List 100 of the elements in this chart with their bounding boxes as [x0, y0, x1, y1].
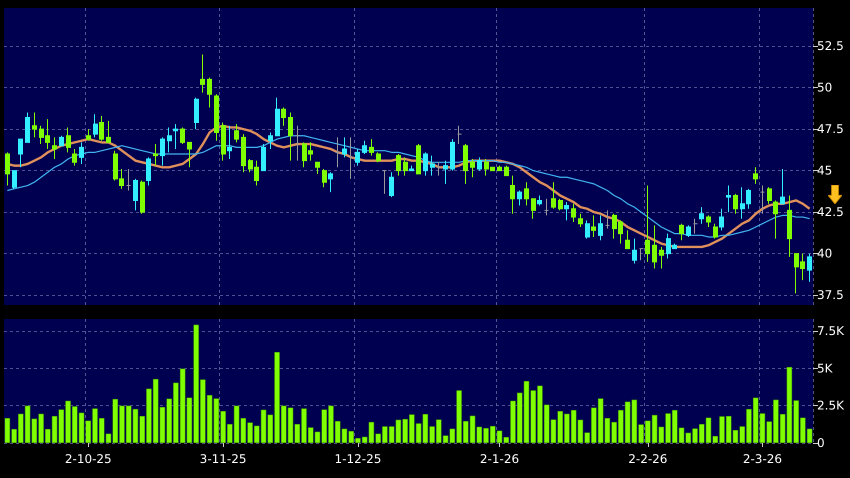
candlestick — [591, 214, 596, 238]
candlestick — [59, 135, 64, 146]
candlestick — [18, 138, 23, 168]
candlestick — [234, 124, 239, 143]
x-tick-label: 3-11-25 — [200, 452, 247, 466]
candlestick — [315, 162, 320, 174]
candlestick — [52, 136, 57, 160]
candlestick — [625, 230, 630, 250]
candlestick — [126, 168, 131, 192]
candlestick — [167, 126, 172, 153]
candlestick — [355, 148, 360, 166]
candlestick — [436, 162, 441, 176]
candlestick — [760, 185, 765, 214]
candlestick — [585, 220, 590, 240]
candlestick — [497, 165, 502, 172]
candlestick — [726, 185, 731, 213]
candlestick — [281, 107, 286, 126]
candlestick — [369, 138, 374, 156]
candlestick — [409, 165, 414, 172]
candlestick — [457, 125, 462, 145]
x-tick-label: 2-3-26 — [742, 452, 782, 466]
candlestick — [463, 144, 468, 184]
candlestick — [268, 132, 273, 150]
candlestick — [376, 152, 381, 163]
candlestick — [504, 165, 509, 176]
candlestick — [275, 97, 280, 136]
candlestick — [477, 156, 482, 172]
candlestick — [12, 170, 17, 190]
candlestick — [335, 136, 340, 168]
candlestick — [173, 124, 178, 150]
candlestick — [214, 94, 219, 142]
candlestick — [558, 198, 563, 211]
candlestick — [79, 142, 84, 164]
candlestick — [780, 168, 785, 204]
candlestick — [396, 154, 401, 176]
candlestick — [194, 97, 199, 130]
candlestick — [25, 112, 30, 143]
candlestick — [450, 138, 455, 172]
candlestick — [106, 120, 111, 143]
candlestick — [564, 202, 569, 221]
candlestick — [403, 156, 408, 176]
candlestick — [551, 182, 556, 210]
candlestick — [288, 112, 293, 162]
candlestick — [342, 136, 347, 158]
candlestick — [146, 156, 151, 186]
candlestick — [328, 172, 333, 193]
candlestick — [133, 178, 138, 211]
y-tick-label: 47.5 — [817, 122, 844, 136]
candlestick — [517, 190, 522, 206]
candlestick — [423, 152, 428, 176]
candlestick — [679, 223, 684, 241]
y-tick-label: 7.5K — [817, 324, 846, 338]
y-tick-label: 40 — [817, 246, 832, 261]
candlestick — [86, 128, 91, 142]
candlestick — [221, 122, 226, 162]
candlestick — [261, 144, 266, 172]
candlestick — [753, 166, 758, 184]
candlestick — [349, 136, 354, 180]
candlestick — [686, 224, 691, 238]
candlestick — [706, 214, 711, 228]
y-tick-label: 45 — [817, 164, 832, 178]
candlestick — [605, 210, 610, 230]
x-tick-label: 2-1-26 — [480, 452, 520, 466]
candlestick — [531, 198, 536, 220]
candlestick — [537, 194, 542, 206]
candlestick — [99, 115, 104, 142]
candlestick — [72, 148, 77, 166]
y-tick-label: 2.5K — [817, 398, 846, 413]
y-tick-label: 37.5 — [817, 288, 844, 302]
candlestick — [645, 185, 650, 262]
candlestick — [767, 186, 772, 204]
candlestick — [180, 126, 185, 145]
y-tick-label: 52.5 — [817, 39, 844, 54]
candlestick — [787, 194, 792, 258]
candlestick — [362, 140, 367, 155]
line-series — [6, 135, 810, 238]
candlestick — [639, 248, 644, 261]
candlestick — [32, 112, 37, 138]
candlestick — [470, 158, 475, 178]
candlestick — [632, 238, 637, 264]
y-tick-label: 50 — [817, 80, 832, 95]
candlestick — [699, 206, 704, 224]
candlestick — [241, 134, 246, 173]
x-tick-label: 2-10-25 — [64, 452, 112, 466]
candlestick — [652, 224, 657, 269]
candlestick — [773, 200, 778, 240]
candlestick — [295, 125, 300, 162]
x-tick-label: 1-12-25 — [334, 452, 382, 466]
candlestick — [389, 172, 394, 198]
candlestick — [693, 218, 698, 234]
candlestick — [207, 77, 212, 108]
candlestick — [713, 223, 718, 240]
y-tick-label: 0 — [817, 436, 825, 450]
candlestick — [659, 246, 664, 269]
candlestick — [200, 54, 205, 94]
candlestick — [524, 182, 529, 206]
candlestick — [598, 214, 603, 241]
y-tick-label: 5K — [817, 361, 834, 376]
candlestick — [443, 160, 448, 184]
candlestick — [510, 175, 515, 214]
